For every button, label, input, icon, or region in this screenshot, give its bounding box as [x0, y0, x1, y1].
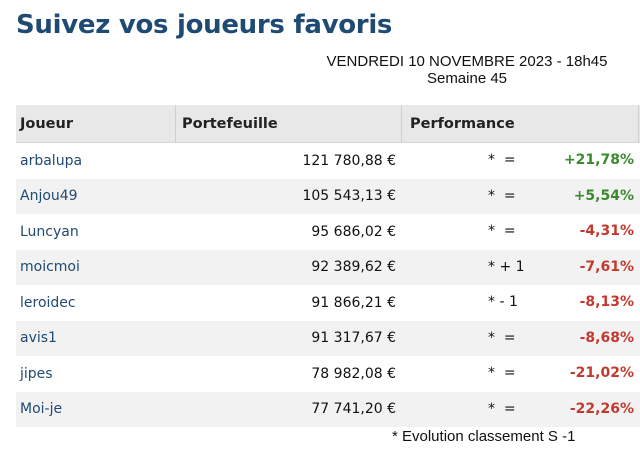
- performance-value: -4,31%: [579, 223, 634, 239]
- player-cell: Luncyan: [16, 214, 176, 250]
- rank-evolution: * =: [488, 152, 516, 168]
- header-wallet[interactable]: Portefeuille: [176, 105, 402, 142]
- wallet-cell: 78 982,08 €: [176, 356, 402, 392]
- player-cell: Moi-je: [16, 392, 176, 428]
- performance-value: -22,26%: [569, 400, 634, 417]
- table-row: Anjou49 105 543,13 € * = +5,54%: [16, 178, 640, 215]
- wallet-cell: 121 780,88 €: [176, 143, 402, 179]
- date-block: VENDREDI 10 NOVEMBRE 2023 - 18h45 Semain…: [300, 53, 634, 87]
- table-row: jipes 78 982,08 € * = -21,02%: [16, 356, 640, 392]
- performance-cell: * = -22,26%: [402, 392, 638, 428]
- footnote: * Evolution classement S -1: [392, 428, 576, 445]
- wallet-cell: 91 866,21 €: [176, 285, 402, 321]
- performance-cell: * = -4,31%: [402, 214, 638, 250]
- table-row: avis1 91 317,67 € * = -8,68%: [16, 320, 640, 357]
- player-link[interactable]: Anjou49: [20, 188, 78, 205]
- performance-cell: * = +5,54%: [402, 179, 638, 215]
- players-table: Joueur Portefeuille Performance arbalupa…: [16, 105, 640, 427]
- wallet-value: 95 686,02 €: [311, 223, 396, 240]
- wallet-cell: 105 543,13 €: [176, 179, 402, 215]
- header-player[interactable]: Joueur: [16, 105, 176, 142]
- header-performance[interactable]: Performance: [410, 115, 515, 132]
- rank-evolution: * + 1: [488, 258, 525, 275]
- player-cell: Anjou49: [16, 179, 176, 215]
- wallet-cell: 77 741,20 €: [176, 392, 402, 428]
- wallet-cell: 91 317,67 €: [176, 321, 402, 357]
- player-link[interactable]: leroidec: [20, 294, 76, 311]
- performance-cell: * = -21,02%: [402, 356, 638, 392]
- player-link[interactable]: moicmoi: [20, 259, 80, 276]
- performance-value: -7,61%: [579, 258, 634, 275]
- player-cell: arbalupa: [16, 143, 176, 179]
- player-link[interactable]: arbalupa: [20, 152, 83, 169]
- date-label: VENDREDI 10 NOVEMBRE 2023 - 18h45: [326, 53, 608, 70]
- wallet-cell: 95 686,02 €: [176, 214, 402, 250]
- performance-cell: * + 1 -7,61%: [402, 250, 638, 286]
- player-link[interactable]: avis1: [20, 330, 57, 347]
- player-link[interactable]: Luncyan: [20, 223, 79, 240]
- player-cell: leroidec: [16, 285, 176, 321]
- table-body: arbalupa 121 780,88 € * = +21,78% Anjou49 105…: [16, 143, 640, 427]
- performance-value: -21,02%: [569, 365, 634, 381]
- player-link[interactable]: Moi-je: [20, 401, 63, 418]
- performance-value: +21,78%: [563, 152, 634, 168]
- rank-evolution: * =: [488, 329, 516, 346]
- rank-evolution: * =: [488, 187, 516, 204]
- player-cell: avis1: [16, 321, 176, 357]
- wallet-value: 91 866,21 €: [311, 294, 396, 311]
- wallet-value: 121 780,88 €: [302, 152, 396, 169]
- rank-evolution: * - 1: [488, 294, 518, 310]
- wallet-cell: 92 389,62 €: [176, 250, 402, 286]
- player-cell: jipes: [16, 356, 176, 392]
- table-row: moicmoi 92 389,62 € * + 1 -7,61%: [16, 249, 640, 286]
- table-header: Joueur Portefeuille Performance: [16, 105, 640, 143]
- table-row: leroidec 91 866,21 € * - 1 -8,13%: [16, 285, 640, 321]
- rank-evolution: * =: [488, 400, 516, 417]
- rank-evolution: * =: [488, 365, 516, 381]
- rank-evolution: * =: [488, 223, 516, 239]
- performance-value: -8,68%: [579, 329, 634, 346]
- table-row: Luncyan 95 686,02 € * = -4,31%: [16, 214, 640, 250]
- table-row: Moi-je 77 741,20 € * = -22,26%: [16, 391, 640, 428]
- wallet-value: 78 982,08 €: [311, 365, 396, 382]
- performance-cell: * = +21,78%: [402, 143, 638, 179]
- header-edge: [638, 105, 640, 142]
- wallet-value: 105 543,13 €: [302, 188, 396, 205]
- page-title: Suivez vos joueurs favoris: [16, 10, 393, 40]
- wallet-value: 77 741,20 €: [311, 401, 396, 418]
- performance-value: -8,13%: [579, 294, 634, 310]
- player-link[interactable]: jipes: [20, 365, 53, 382]
- player-cell: moicmoi: [16, 250, 176, 286]
- wallet-value: 91 317,67 €: [311, 330, 396, 347]
- performance-value: +5,54%: [573, 187, 634, 204]
- performance-cell: * = -8,68%: [402, 321, 638, 357]
- table-row: arbalupa 121 780,88 € * = +21,78%: [16, 143, 640, 179]
- wallet-value: 92 389,62 €: [311, 259, 396, 276]
- week-label: Semaine 45: [426, 70, 508, 87]
- performance-cell: * - 1 -8,13%: [402, 285, 638, 321]
